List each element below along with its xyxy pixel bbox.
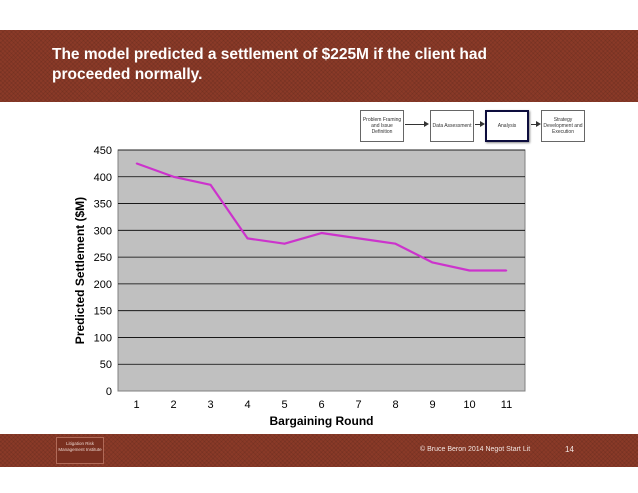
x-tick-label: 4 — [244, 399, 250, 411]
y-tick-label: 150 — [94, 306, 112, 318]
x-axis-label: Bargaining Round — [270, 414, 374, 428]
x-tick-label: 1 — [133, 399, 139, 411]
arrow-icon — [405, 121, 429, 127]
y-tick-label: 200 — [94, 279, 112, 291]
data-point — [320, 232, 323, 234]
arrow-icon — [531, 121, 541, 127]
x-tick-label: 11 — [501, 399, 512, 411]
y-tick-label: 50 — [100, 359, 112, 371]
flow-step-analysis: Analysis — [485, 110, 529, 142]
x-tick-label: 8 — [392, 399, 398, 411]
flow-step-problem-framing: Problem Framing and Issue Definition — [360, 110, 404, 142]
data-point — [357, 237, 360, 240]
flow-step-strategy: Strategy Development and Execution — [541, 110, 585, 142]
title-banner: The model predicted a settlement of $225… — [0, 30, 638, 102]
data-point — [431, 261, 434, 264]
x-tick-label: 2 — [170, 399, 176, 411]
arrow-icon — [475, 121, 485, 127]
x-tick-label: 3 — [207, 399, 213, 411]
process-flow: Problem Framing and Issue Definition Dat… — [0, 110, 638, 146]
footer-bar: Litigation Risk Management Institute © B… — [0, 434, 638, 467]
y-tick-label: 300 — [94, 225, 112, 237]
y-tick-label: 250 — [94, 252, 112, 264]
y-tick-label: 0 — [106, 386, 112, 398]
x-tick-label: 9 — [429, 399, 435, 411]
data-point — [172, 175, 175, 178]
data-point — [246, 237, 249, 240]
data-point — [283, 242, 286, 245]
x-tick-label: 6 — [318, 399, 324, 411]
y-tick-label: 450 — [94, 145, 112, 157]
data-point — [135, 162, 138, 165]
copyright-text: © Bruce Beron 2014 Negot Start Lit — [420, 446, 531, 453]
plot-area — [117, 149, 526, 392]
data-point — [209, 184, 212, 186]
slide-title: The model predicted a settlement of $225… — [52, 46, 487, 83]
data-point — [394, 242, 397, 245]
institute-logo: Litigation Risk Management Institute — [56, 437, 104, 464]
x-tick-label: 7 — [355, 399, 361, 411]
series-line — [136, 162, 507, 272]
y-tick-label: 350 — [94, 199, 112, 211]
data-point — [468, 269, 471, 272]
x-tick-label: 5 — [281, 399, 287, 411]
flow-step-data-assessment: Data Assessment — [430, 110, 474, 142]
x-tick-label: 10 — [463, 399, 475, 411]
y-tick-label: 100 — [94, 332, 112, 344]
y-axis-label: Predicted Settlement ($M) — [73, 197, 87, 344]
page-number: 14 — [565, 445, 574, 454]
y-tick-label: 400 — [94, 172, 112, 184]
data-point — [505, 269, 508, 272]
